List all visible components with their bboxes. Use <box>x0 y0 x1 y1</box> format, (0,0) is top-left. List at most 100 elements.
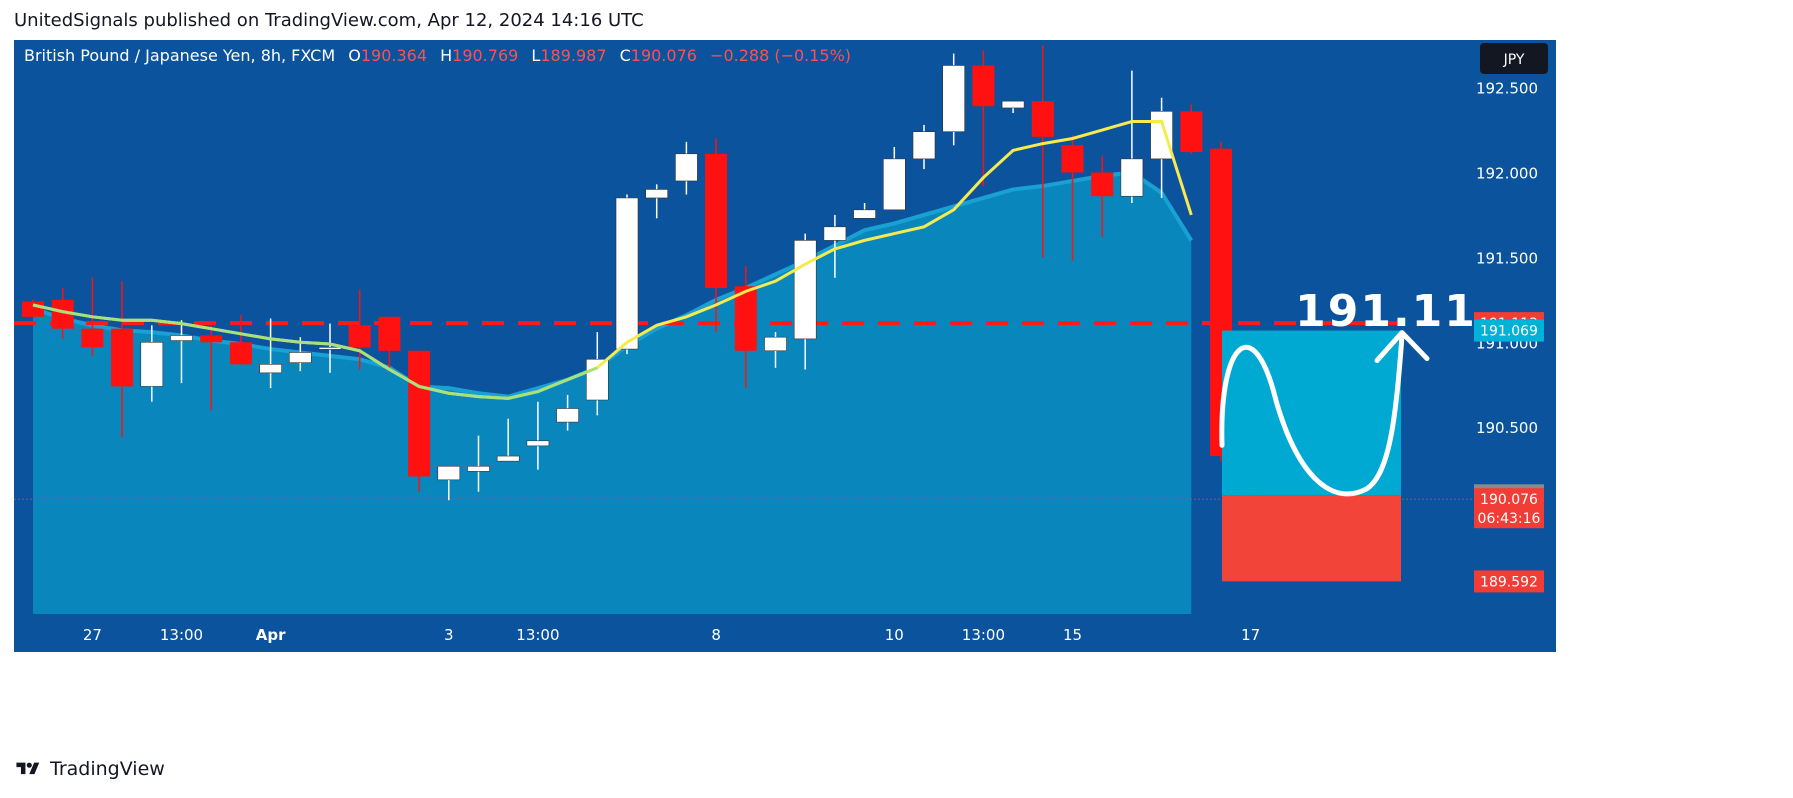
candle-body <box>467 465 490 472</box>
header-legend: British Pound / Japanese Yen, 8h, FXCM O… <box>24 46 851 65</box>
candle-body <box>734 286 757 351</box>
price-tick-label: 190.500 <box>1476 419 1538 437</box>
time-tick-label: Apr <box>256 626 286 644</box>
candle-body <box>81 328 104 348</box>
candle-body <box>1031 101 1054 137</box>
candle <box>408 350 431 492</box>
time-tick-label: 17 <box>1241 626 1260 644</box>
candle-body <box>645 189 669 199</box>
ma-green-segment <box>32 303 598 400</box>
candle <box>823 214 847 278</box>
candle-body <box>437 465 461 481</box>
candle <box>259 318 282 389</box>
currency-button-label: JPY <box>1503 52 1525 68</box>
time-tick-label: 8 <box>711 626 721 644</box>
candle <box>675 141 698 195</box>
time-tick-label: 13:00 <box>962 626 1005 644</box>
tradingview-logo-icon <box>16 762 40 775</box>
candle-body <box>140 341 164 387</box>
candle-body <box>259 364 282 374</box>
countdown-label: 06:43:16 <box>1478 511 1541 527</box>
candle-body <box>1180 111 1203 153</box>
stop-zone-box <box>1222 495 1401 582</box>
candle-body <box>912 131 936 160</box>
close-label: C <box>620 46 631 65</box>
candle-body <box>496 455 520 462</box>
candle <box>200 325 223 411</box>
candle-body <box>22 301 44 317</box>
candle <box>942 53 966 146</box>
projection-arrow-head <box>1374 330 1430 364</box>
low-label: L <box>531 46 540 65</box>
candle <box>882 146 906 211</box>
candle-body <box>823 226 847 241</box>
ma-area-fill <box>33 172 1192 614</box>
target-price-label: 191.069 <box>1474 319 1544 342</box>
candle-body <box>1061 145 1084 173</box>
time-tick-label: 15 <box>1063 626 1082 644</box>
candle-body <box>288 352 312 363</box>
target-price-label-text: 191.069 <box>1480 324 1538 340</box>
candle <box>1150 97 1173 198</box>
candle <box>645 184 669 219</box>
candle <box>111 281 134 438</box>
candle <box>348 289 371 370</box>
candle-body <box>764 336 787 352</box>
projection-layer <box>1219 330 1430 582</box>
candle <box>140 325 164 402</box>
stop-price-label-bg <box>1474 570 1544 593</box>
candle-body <box>1120 158 1144 197</box>
candle-body <box>1091 172 1114 197</box>
candle-body <box>229 342 252 365</box>
candle-body <box>556 408 579 423</box>
price-tick-label: 192.500 <box>1476 80 1538 98</box>
high-label: H <box>440 46 452 65</box>
candle <box>853 203 876 219</box>
candle <box>1180 104 1203 154</box>
candle-body <box>51 299 74 329</box>
candle <box>556 394 579 431</box>
candle-body <box>853 209 876 219</box>
candle-body <box>200 335 223 343</box>
currency-button[interactable]: JPY <box>1480 43 1548 74</box>
candle <box>526 401 550 470</box>
stop-price-label: 189.592 <box>1474 570 1544 593</box>
stop-price-label-text: 189.592 <box>1480 574 1538 590</box>
time-tick-label: 13:00 <box>160 626 203 644</box>
candle-body <box>318 347 342 350</box>
candle <box>437 465 461 501</box>
candle <box>378 316 401 368</box>
target-price-label-bg <box>1474 319 1544 342</box>
candle <box>734 265 757 389</box>
candle-body <box>170 335 193 341</box>
candle <box>1091 155 1114 237</box>
low-value: 189.987 <box>540 46 606 65</box>
candle <box>972 50 995 187</box>
candle-body <box>972 65 995 107</box>
candle-body <box>526 440 550 447</box>
change-value: −0.288 (−0.15%) <box>710 46 851 65</box>
price-tick-label: 192.000 <box>1476 164 1538 182</box>
candle <box>1001 100 1025 114</box>
last-price-label-bg <box>1474 488 1544 529</box>
candle <box>764 332 787 368</box>
candle-body <box>378 316 401 351</box>
candle <box>318 323 342 373</box>
candle-body <box>348 325 371 348</box>
candle <box>705 138 728 333</box>
footer-brand[interactable]: TradingView <box>14 758 165 780</box>
candle <box>51 287 74 339</box>
candle-body <box>408 350 431 477</box>
candle-body <box>793 240 817 340</box>
price-tick-label: 191.500 <box>1476 249 1538 267</box>
candle <box>615 194 639 355</box>
svg-text:British Pound / Japanese Yen,: British Pound / Japanese Yen, 8h, FXCM O… <box>24 46 851 65</box>
candle-body <box>705 153 728 288</box>
last-price-label: 190.076 <box>1474 488 1544 529</box>
candle-body <box>882 158 906 211</box>
target-zone-box <box>1222 330 1401 496</box>
candle-body <box>1001 100 1025 109</box>
close-value: 190.076 <box>631 46 697 65</box>
